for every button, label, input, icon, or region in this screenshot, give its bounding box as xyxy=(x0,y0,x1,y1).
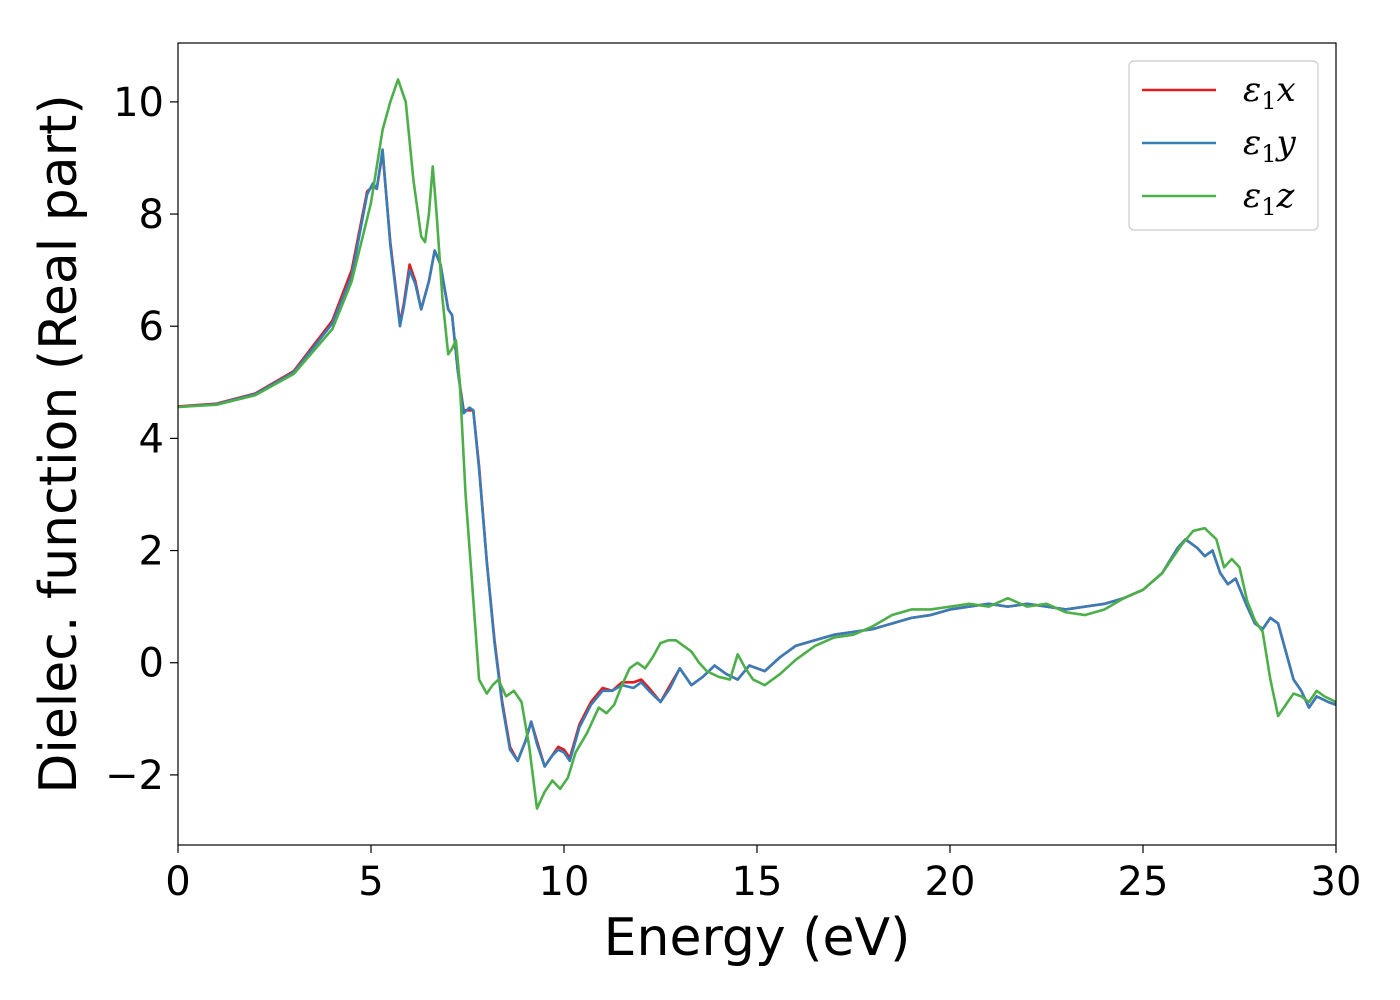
x-tick-label: 25 xyxy=(1118,859,1169,905)
series-line-y xyxy=(178,148,1336,768)
plot-lines xyxy=(178,78,1336,810)
y-tick-label: 4 xyxy=(139,416,164,462)
y-tick-label: 0 xyxy=(139,641,164,687)
x-axis-ticks: 0 5 10 15 20 25 30 xyxy=(165,845,1361,905)
x-tick-label: 5 xyxy=(358,859,383,905)
x-tick-label: 10 xyxy=(539,859,590,905)
y-tick-label: 8 xyxy=(139,192,164,238)
y-tick-label: 6 xyxy=(139,304,164,350)
y-tick-label: −2 xyxy=(105,753,164,799)
x-axis-title: Energy (eV) xyxy=(604,908,911,968)
legend-label: ε1x xyxy=(1243,70,1296,115)
x-tick-label: 20 xyxy=(925,859,976,905)
legend-box xyxy=(1128,60,1319,231)
y-tick-label: 2 xyxy=(139,529,164,575)
x-tick-label: 0 xyxy=(165,859,190,905)
legend-label: ε1y xyxy=(1243,123,1297,168)
y-axis-title: Dielec. function (Real part) xyxy=(29,94,89,793)
y-tick-label: 10 xyxy=(113,80,164,126)
series-line-z xyxy=(178,78,1336,810)
x-tick-label: 15 xyxy=(732,859,783,905)
x-tick-label: 30 xyxy=(1311,859,1362,905)
legend: ε1x ε1y ε1z xyxy=(1128,60,1319,231)
y-axis-ticks: −2 0 2 4 6 8 10 xyxy=(105,80,178,799)
legend-label: ε1z xyxy=(1243,176,1296,221)
